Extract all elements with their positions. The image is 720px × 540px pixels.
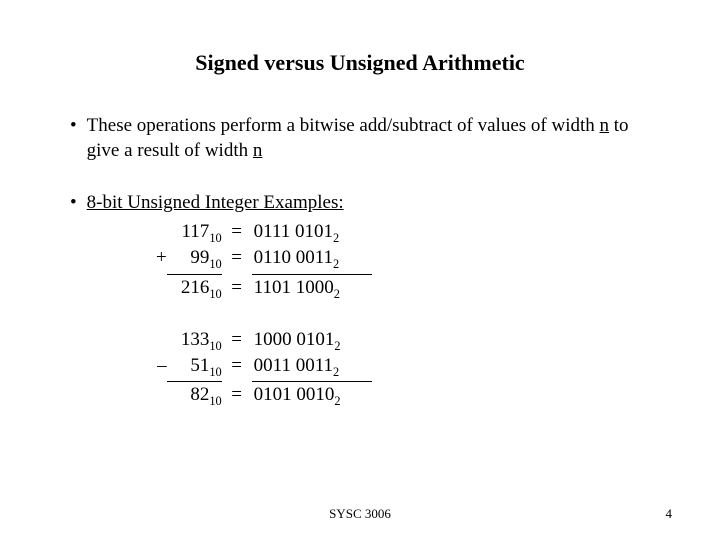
bullet-1-text: These operations perform a bitwise add/s… [87,114,650,163]
bin-value: 0110 00112 [252,246,394,272]
num: 0101 0010 [254,384,335,405]
num: 1101 1000 [254,277,334,298]
num: 0111 0101 [254,221,333,242]
addition-example: 11710 = 0111 01012 + 9910 = 0110 00112 [147,220,650,302]
equals: = [222,276,252,302]
var-n: n [600,115,610,136]
bullet-1: • These operations perform a bitwise add… [70,114,650,163]
calc-rule [147,381,650,382]
num: 82 [190,384,209,405]
footer-page-number: 4 [666,506,673,522]
num: 51 [190,355,209,376]
subscript: 2 [333,257,339,271]
op-plus: + [147,246,167,272]
calc-rule [147,274,650,275]
dec-value: 21610 [167,276,222,302]
num: 117 [182,221,210,242]
calc-row: 11710 = 0111 01012 [147,220,650,246]
var-n: n [253,140,263,161]
subscript: 10 [209,365,221,379]
rule-line [252,274,372,275]
num: 0011 0011 [254,355,333,376]
footer-course: SYSC 3006 [0,506,720,522]
subscript: 10 [209,231,221,245]
rule-line [167,381,222,382]
num: 1000 0101 [254,329,335,350]
rule-gap [222,381,252,382]
subscript: 2 [334,339,340,353]
calc-row: 8210 = 0101 00102 [147,383,650,409]
equals: = [222,220,252,246]
num: 133 [181,329,210,350]
subscript: 2 [333,365,339,379]
slide-title: Signed versus Unsigned Arithmetic [70,50,650,76]
subscript: 2 [334,286,340,300]
calc-row: 13310 = 1000 01012 [147,328,650,354]
rule-gap [222,274,252,275]
dec-value: 8210 [167,383,222,409]
subscript: 10 [209,339,221,353]
calc-row: + 9910 = 0110 00112 [147,246,650,272]
op-minus: – [147,354,167,380]
subscript: 2 [333,231,339,245]
dec-value: 13310 [167,328,222,354]
subscript: 10 [209,286,221,300]
subscript: 10 [209,257,221,271]
subscript: 2 [334,394,340,408]
subscript: 10 [209,394,221,408]
num: 0110 0011 [254,247,333,268]
examples-heading: 8-bit Unsigned Integer Examples: [87,192,344,213]
dec-value: 11710 [167,220,222,246]
rule-line [252,381,372,382]
dec-value: 5110 [167,354,222,380]
footer: SYSC 3006 4 [0,506,720,522]
rule-line [167,274,222,275]
bin-value: 1101 10002 [252,276,394,302]
bin-value: 1000 01012 [252,328,394,354]
op-blank [147,220,167,246]
subtraction-example: 13310 = 1000 01012 – 5110 = 0011 00112 [147,328,650,410]
dec-value: 9910 [167,246,222,272]
slide: Signed versus Unsigned Arithmetic • Thes… [0,0,720,540]
calc-row: 21610 = 1101 10002 [147,276,650,302]
bullet-2: • 8-bit Unsigned Integer Examples: 11710… [70,191,650,409]
bullet-dot: • [70,191,77,409]
num: 216 [181,277,210,298]
op-blank [147,276,167,302]
calc-row: – 5110 = 0011 00112 [147,354,650,380]
op-blank [147,328,167,354]
equals: = [222,328,252,354]
equals: = [222,246,252,272]
equals: = [222,354,252,380]
bin-value: 0011 00112 [252,354,394,380]
bullet-2-text: 8-bit Unsigned Integer Examples: 11710 =… [87,191,650,409]
equals: = [222,383,252,409]
bullet-dot: • [70,114,77,163]
op-blank [147,383,167,409]
bin-value: 0111 01012 [252,220,394,246]
bin-value: 0101 00102 [252,383,394,409]
text-fragment: These operations perform a bitwise add/s… [87,115,600,136]
num: 99 [190,247,209,268]
